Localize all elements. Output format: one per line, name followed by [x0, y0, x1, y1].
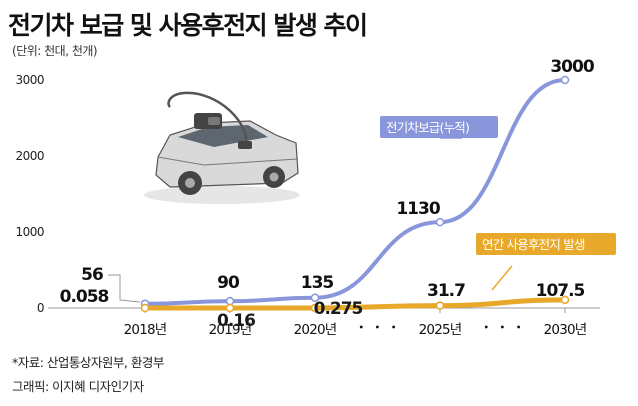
ev-data-label: 135: [301, 273, 334, 293]
data-labels: 56 90 135 1130 3000 0.058 0.16 0.275 31.7 107.5: [60, 57, 596, 331]
x-tick-label: 2018년: [124, 322, 167, 338]
battery-data-label: 0.16: [217, 311, 255, 331]
data-point: [560, 295, 570, 305]
data-point: [225, 303, 235, 313]
legend-ev-badge: [380, 116, 498, 138]
series-line-0: [143, 78, 567, 306]
ev-data-label: 56: [81, 265, 103, 285]
x-tick-label: 2020년: [294, 322, 337, 338]
label-leader: [108, 274, 141, 303]
battery-data-label: 31.7: [427, 281, 465, 301]
data-point: [310, 303, 320, 313]
x-tick-label: 2030년: [544, 322, 587, 338]
legend-ev: 전기차보급(누적): [380, 116, 498, 139]
x-tick-label: 2025년: [419, 322, 462, 338]
legend-ev-text: 전기차보급(누적): [386, 120, 469, 135]
ev-data-label: 90: [217, 273, 240, 293]
battery-data-label: 0.058: [60, 287, 109, 307]
x-axis: 2018년 2019년 2020년 2025년 2030년 ・ ・ ・ ・ ・ ・: [124, 308, 588, 338]
data-point: [560, 75, 570, 85]
y-tick-label: 1000: [15, 225, 44, 239]
ev-data-label: 3000: [550, 57, 594, 77]
battery-data-label: 0.275: [314, 299, 363, 319]
series-layer: [140, 75, 570, 313]
chart-title: 전기차 보급 및 사용후전지 발생 추이: [8, 11, 368, 40]
source-note: *자료: 산업통상자원부, 환경부: [12, 355, 164, 370]
series-line-1: [142, 297, 568, 311]
data-point: [435, 217, 445, 227]
legend-battery: 연간 사용후전지 발생: [476, 233, 616, 291]
legend-battery-badge: [476, 233, 616, 255]
y-axis: 0 1000 2000 3000: [15, 73, 44, 315]
gap-marker: ・ ・ ・: [354, 320, 399, 336]
unit-note: (단위: 천대, 천개): [12, 44, 98, 58]
battery-data-label: 107.5: [536, 281, 585, 301]
data-point: [435, 301, 445, 310]
data-point: [310, 293, 320, 302]
gap-marker: ・ ・ ・: [479, 320, 524, 336]
ev-data-label: 1130: [396, 199, 440, 219]
y-tick-label: 0: [37, 301, 44, 315]
electric-car-icon: [144, 91, 300, 204]
legend-battery-text: 연간 사용후전지 발생: [482, 237, 585, 252]
credit-note: 그래픽: 이지혜 디자인기자: [12, 379, 144, 394]
data-point: [140, 303, 150, 313]
x-tick-label: 2019년: [209, 322, 252, 338]
y-tick-label: 3000: [15, 73, 44, 87]
y-tick-label: 2000: [15, 149, 44, 163]
data-point: [225, 296, 235, 306]
